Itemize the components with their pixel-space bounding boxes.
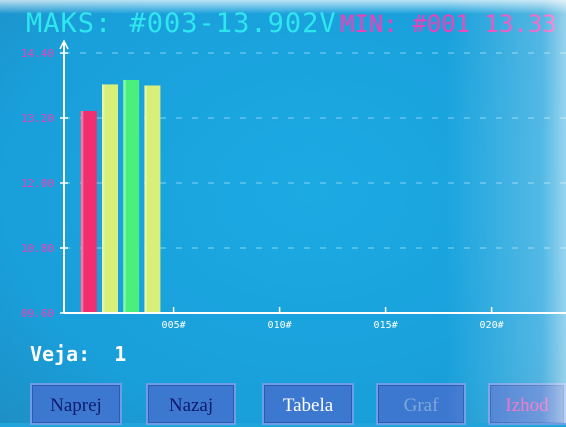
y-tick-label: 14.40 — [21, 47, 54, 60]
back-button-label: Nazaj — [168, 395, 214, 416]
y-tick-label: 12.00 — [21, 177, 54, 190]
x-tick-label: 015# — [374, 320, 398, 331]
x-tick-label: 005# — [162, 320, 186, 331]
next-button[interactable]: Naprej — [30, 383, 122, 425]
exit-button-label: Izhod — [505, 395, 549, 416]
chart-bar-highlight — [80, 110, 84, 313]
graph-button[interactable]: Graf — [376, 383, 466, 425]
veja-value: 1 — [114, 342, 127, 366]
y-tick-label: 10.80 — [21, 242, 54, 255]
y-tick-label: 13.20 — [21, 112, 54, 125]
graph-button-label: Graf — [403, 395, 439, 416]
chart-bars — [80, 79, 161, 314]
x-tick-label: 020# — [480, 320, 504, 331]
chart-bar — [80, 110, 97, 313]
table-button[interactable]: Tabela — [262, 383, 354, 425]
chart-bar — [123, 79, 140, 313]
x-tick-label: 010# — [268, 320, 292, 331]
chart-bar-highlight — [123, 79, 126, 313]
y-tick-label: 09.60 — [21, 307, 54, 320]
y-axis-arrow — [59, 39, 69, 50]
chart-bar-highlight — [144, 85, 147, 313]
next-button-label: Naprej — [50, 395, 102, 416]
exit-button[interactable]: Izhod — [488, 383, 566, 425]
chart-bar — [144, 85, 161, 313]
veja-label: Veja: — [30, 342, 91, 366]
table-button-label: Tabela — [282, 395, 334, 416]
chart-bar-highlight — [102, 84, 105, 314]
chart-bar — [102, 84, 118, 314]
cell-group-indicator: Veja: 1 — [30, 342, 126, 366]
back-button[interactable]: Nazaj — [146, 383, 236, 425]
chart-grid — [64, 52, 566, 249]
